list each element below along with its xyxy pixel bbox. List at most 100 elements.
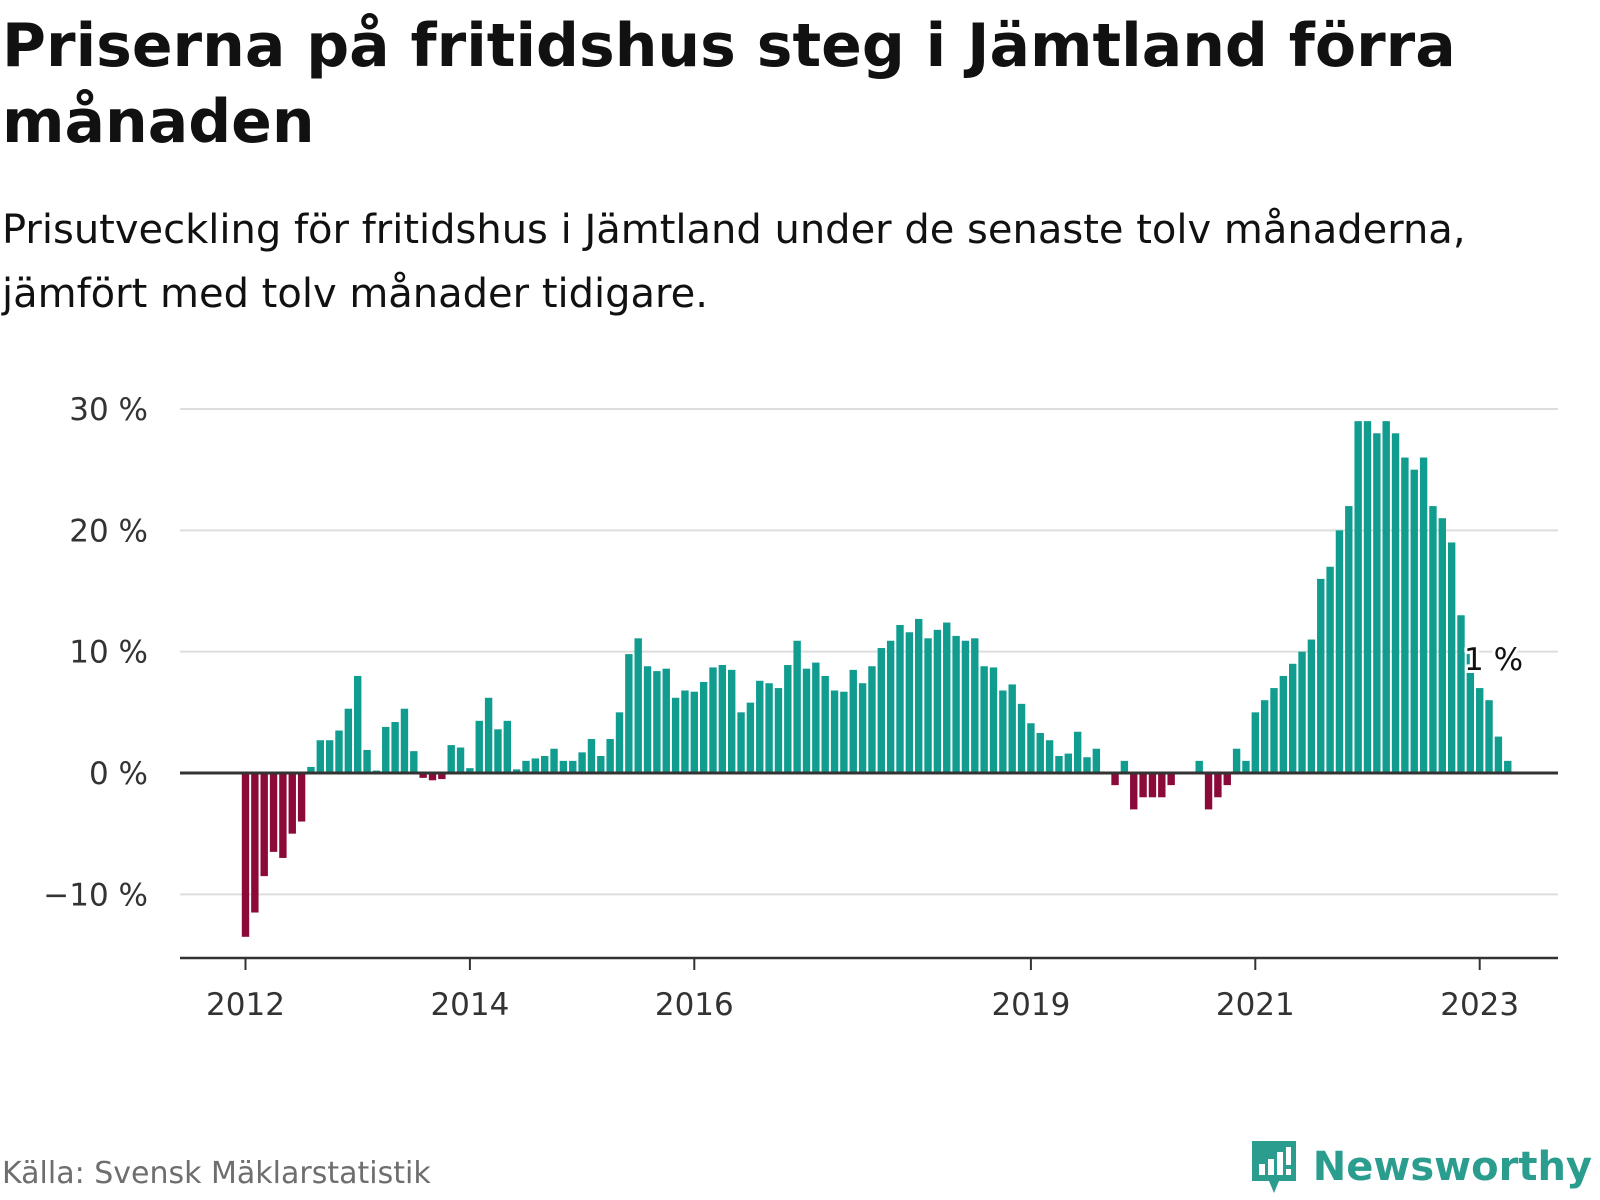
x-tick-label: 2019 bbox=[991, 987, 1070, 1023]
bar bbox=[456, 747, 465, 773]
bar bbox=[625, 654, 633, 773]
bar bbox=[952, 635, 960, 773]
bar bbox=[709, 667, 717, 773]
bars bbox=[241, 421, 1512, 937]
bar bbox=[288, 773, 296, 834]
bar bbox=[830, 690, 839, 773]
y-tick-label: −10 % bbox=[43, 877, 148, 913]
bar bbox=[774, 688, 783, 773]
bar bbox=[1466, 651, 1475, 773]
bar bbox=[980, 666, 988, 773]
bar bbox=[868, 666, 876, 773]
bar bbox=[1438, 518, 1446, 773]
bar bbox=[1279, 675, 1288, 773]
bar bbox=[1317, 578, 1325, 773]
bar bbox=[924, 638, 932, 773]
bar bbox=[1401, 457, 1409, 773]
bar bbox=[447, 745, 455, 773]
bar bbox=[943, 622, 951, 773]
bar bbox=[784, 665, 792, 773]
bar bbox=[1158, 773, 1166, 798]
bar bbox=[877, 648, 885, 773]
bar bbox=[1092, 748, 1101, 773]
bar bbox=[569, 760, 577, 773]
bar bbox=[512, 769, 521, 773]
bar bbox=[354, 675, 362, 773]
bar bbox=[756, 680, 764, 773]
bar bbox=[1083, 757, 1091, 773]
bar bbox=[690, 691, 698, 773]
bar bbox=[241, 773, 250, 937]
bar bbox=[933, 629, 942, 773]
bar bbox=[428, 773, 437, 781]
y-tick-label: 0 % bbox=[89, 756, 148, 792]
y-tick-label: 10 % bbox=[69, 635, 148, 671]
bar bbox=[344, 708, 353, 773]
source-note: Källa: Svensk Mäklarstatistik bbox=[2, 1156, 431, 1191]
bar bbox=[606, 739, 614, 773]
bar bbox=[1036, 732, 1044, 773]
bar bbox=[896, 624, 904, 773]
bar bbox=[1017, 703, 1026, 773]
bar bbox=[279, 773, 287, 858]
bar bbox=[550, 748, 558, 773]
annotation-marker bbox=[1474, 655, 1487, 668]
bar bbox=[728, 669, 736, 773]
y-axis: 30 % 20 % 10 % 0 % −10 % bbox=[43, 392, 148, 913]
bar bbox=[915, 618, 923, 773]
bar bbox=[653, 671, 661, 773]
bar bbox=[269, 773, 278, 852]
bar bbox=[1139, 773, 1147, 798]
x-tick-label: 2014 bbox=[430, 987, 509, 1023]
bar bbox=[260, 773, 268, 877]
bar-chart: 30 % 20 % 10 % 0 % −10 % 2012 2014 2016 2019 202… bbox=[43, 392, 1558, 1023]
bar bbox=[989, 667, 998, 773]
bar bbox=[793, 640, 801, 773]
bar bbox=[307, 766, 315, 773]
bar bbox=[1064, 753, 1072, 773]
bar bbox=[615, 712, 624, 773]
bar bbox=[662, 668, 670, 773]
x-tick-label: 2021 bbox=[1216, 987, 1295, 1023]
bar bbox=[382, 726, 390, 773]
chart-subtitle: Prisutveckling för fritidshus i Jämtland… bbox=[2, 207, 1466, 317]
x-tick-label: 2012 bbox=[206, 987, 285, 1023]
bar bbox=[1270, 688, 1278, 773]
bar bbox=[1223, 773, 1231, 786]
brand-name: Newsworthy bbox=[1312, 1144, 1592, 1190]
bar bbox=[316, 740, 324, 773]
bar bbox=[1391, 433, 1400, 773]
bar bbox=[1447, 542, 1456, 773]
bar bbox=[1027, 723, 1035, 773]
bar bbox=[634, 638, 642, 773]
bar bbox=[1289, 663, 1297, 773]
bar bbox=[597, 756, 605, 773]
bar bbox=[1073, 731, 1082, 773]
bar bbox=[363, 749, 371, 773]
bar bbox=[1354, 421, 1362, 773]
bar bbox=[1111, 773, 1119, 786]
bar bbox=[419, 773, 427, 778]
bar bbox=[1419, 457, 1428, 773]
chart-title: Priserna på fritidshus steg i Jämtland f… bbox=[2, 11, 1456, 157]
bar bbox=[1429, 506, 1437, 773]
bar bbox=[503, 720, 511, 773]
bar bbox=[531, 758, 540, 773]
brand-logo: Newsworthy bbox=[1249, 1138, 1592, 1196]
bar bbox=[578, 752, 586, 773]
bar bbox=[821, 675, 829, 773]
x-tick-label: 2016 bbox=[655, 987, 734, 1023]
bar bbox=[858, 683, 867, 773]
bar bbox=[1008, 684, 1016, 773]
bar bbox=[1195, 760, 1203, 773]
bar bbox=[746, 702, 755, 773]
last-value-label: 1 % bbox=[1464, 642, 1523, 678]
bar bbox=[1204, 773, 1213, 810]
bar bbox=[1260, 700, 1269, 773]
x-tick-label: 2023 bbox=[1440, 987, 1519, 1023]
newsworthy-logo-icon bbox=[1251, 1141, 1296, 1193]
bar bbox=[1363, 421, 1372, 773]
bar bbox=[718, 665, 727, 773]
bar bbox=[812, 662, 820, 773]
bar bbox=[1045, 740, 1054, 773]
